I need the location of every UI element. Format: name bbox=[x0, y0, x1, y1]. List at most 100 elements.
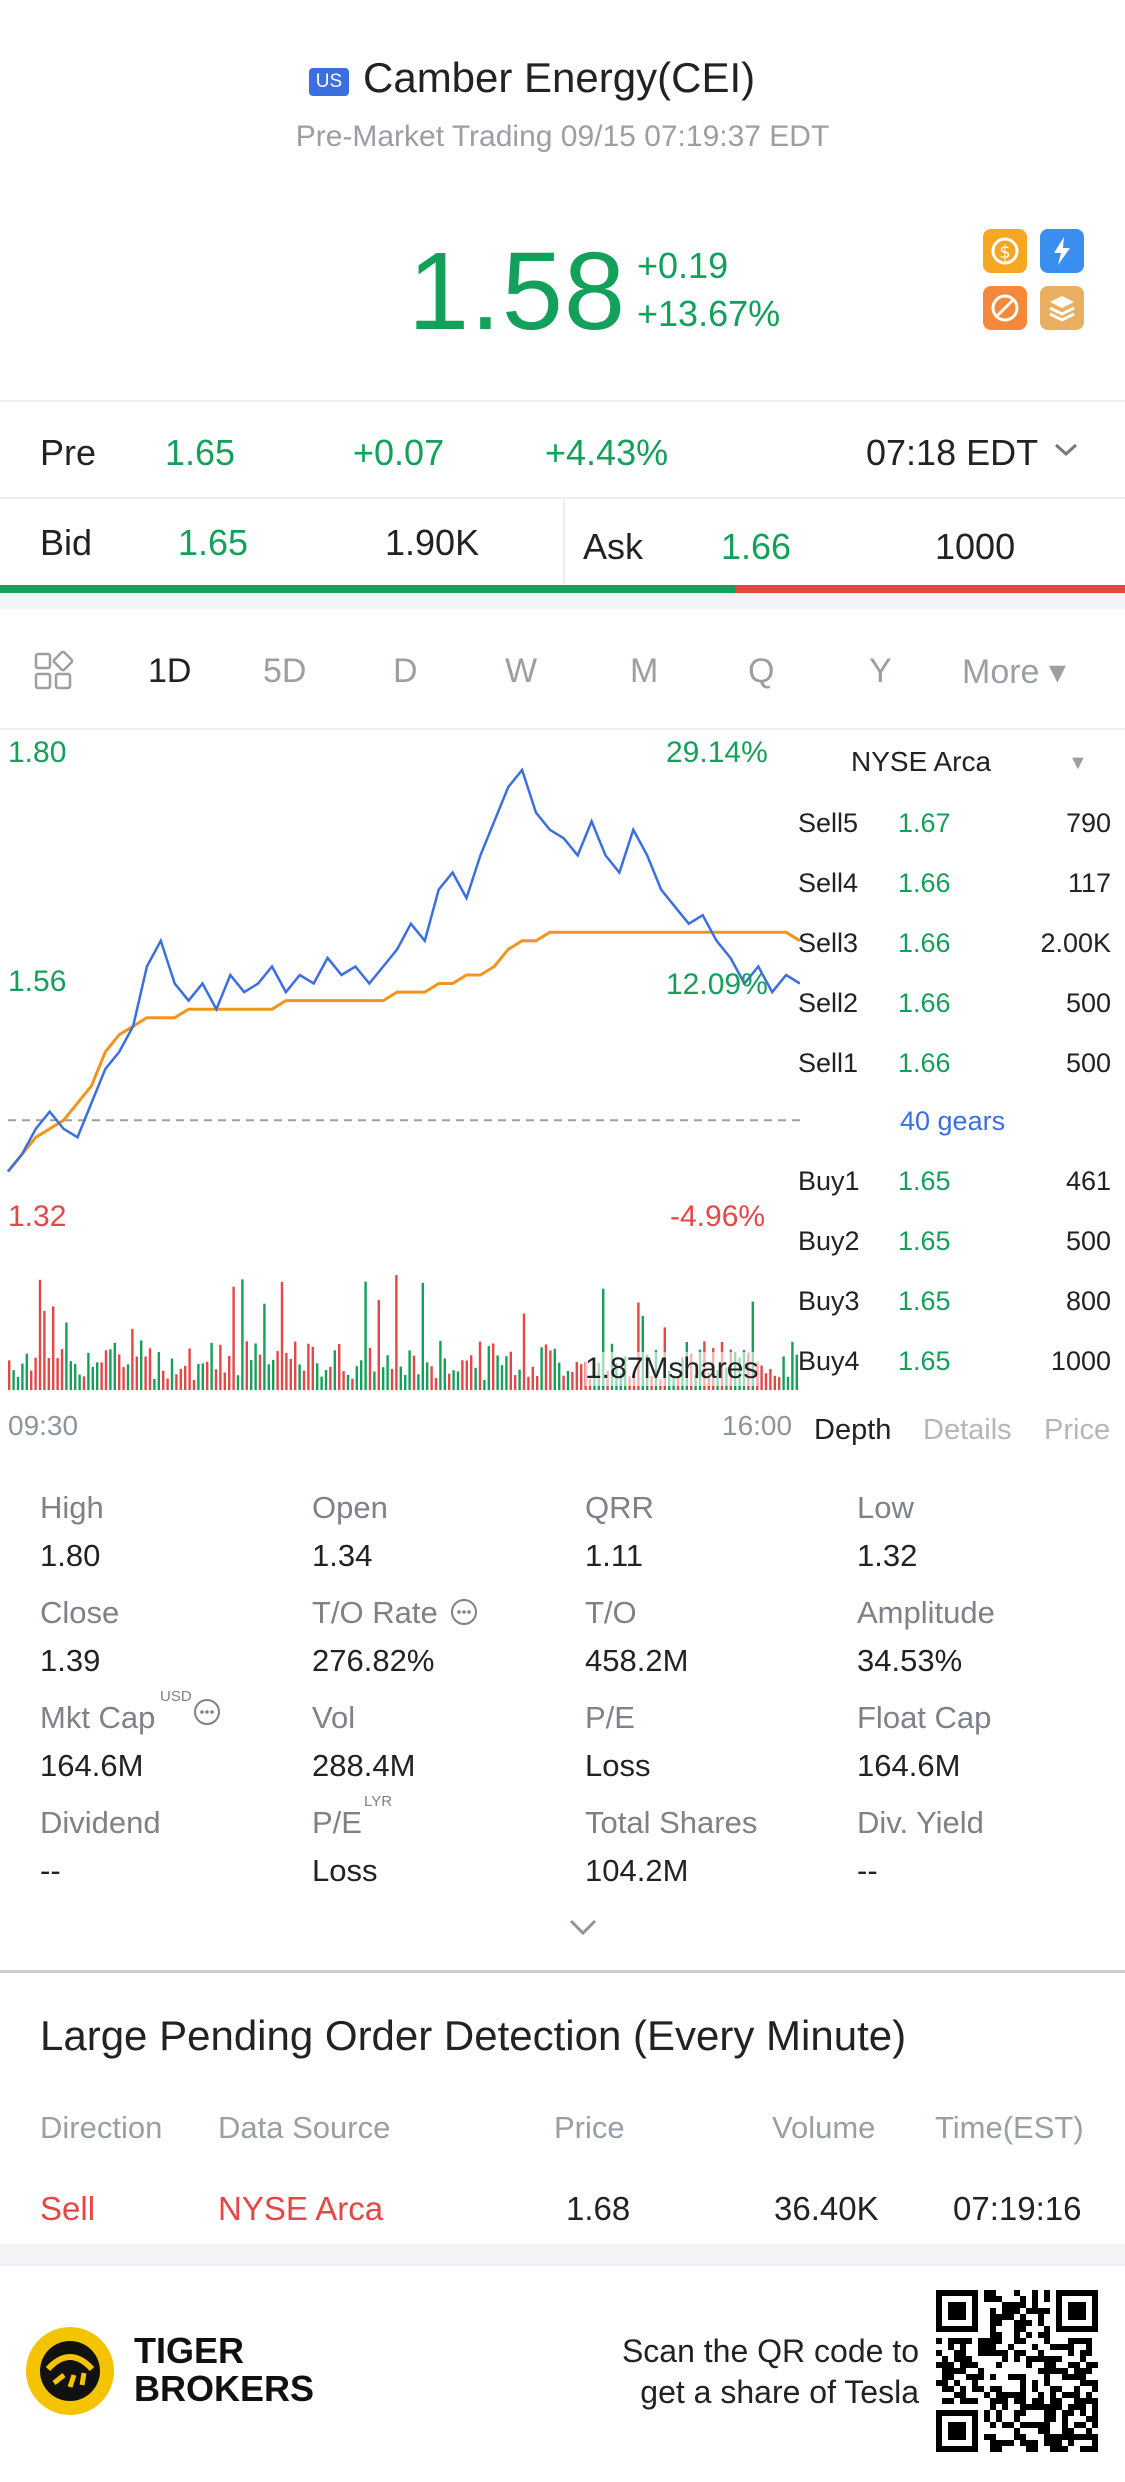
column-header: Volume bbox=[772, 2110, 876, 2145]
tab-q[interactable]: Q bbox=[748, 652, 775, 690]
section-separator bbox=[0, 593, 1125, 609]
volume-bar bbox=[34, 1357, 37, 1390]
qr-code[interactable] bbox=[936, 2290, 1098, 2457]
volume-bar bbox=[104, 1350, 108, 1390]
exchange-selector[interactable]: NYSE Arca bbox=[851, 746, 992, 777]
lightning-icon[interactable] bbox=[1040, 229, 1084, 273]
section-title: Large Pending Order Detection (Every Min… bbox=[40, 2012, 907, 2059]
premarket-label: Pre bbox=[40, 432, 97, 473]
volume-bar bbox=[113, 1342, 116, 1390]
volume-bar bbox=[302, 1370, 306, 1390]
volume-bar bbox=[258, 1354, 262, 1390]
volume-bar bbox=[184, 1365, 187, 1390]
sell-level-price: 1.66 bbox=[898, 928, 951, 958]
column-header: Data Source bbox=[218, 2110, 391, 2145]
caret-down-icon[interactable]: ▼ bbox=[1068, 752, 1088, 774]
buy-level-name: Buy2 bbox=[798, 1226, 860, 1256]
volume-bar bbox=[267, 1364, 270, 1390]
volume-bar bbox=[131, 1328, 134, 1390]
volume-bar bbox=[87, 1352, 90, 1390]
sell-level-volume: 2.00K bbox=[1040, 928, 1111, 958]
tab-m[interactable]: M bbox=[630, 652, 659, 690]
volume-bar bbox=[175, 1374, 178, 1390]
sell-level-price: 1.66 bbox=[898, 1048, 951, 1078]
tiger-logo-icon bbox=[24, 2325, 116, 2422]
column-header: Time(EST) bbox=[935, 2110, 1084, 2145]
volume-bar bbox=[382, 1367, 385, 1390]
volume-bar bbox=[294, 1341, 297, 1390]
volume-bar bbox=[465, 1360, 468, 1390]
volume-bar bbox=[408, 1350, 411, 1390]
market-badge: US bbox=[309, 68, 349, 96]
volume-bar bbox=[377, 1299, 380, 1390]
volume-bar bbox=[69, 1361, 72, 1390]
layers-icon[interactable] bbox=[1040, 286, 1084, 330]
volume-bar bbox=[100, 1362, 103, 1390]
volume-bar bbox=[505, 1356, 508, 1390]
volume-bar bbox=[91, 1367, 94, 1390]
ask-size: 1000 bbox=[935, 526, 1016, 567]
stat-label: Low bbox=[857, 1490, 914, 1525]
volume-bar bbox=[333, 1350, 336, 1390]
buy-level-name: Buy4 bbox=[798, 1346, 860, 1376]
volume-bar bbox=[25, 1353, 28, 1390]
volume-bar bbox=[236, 1375, 240, 1390]
bid-size: 1.90K bbox=[385, 522, 480, 563]
tab-details[interactable]: Details bbox=[923, 1414, 1012, 1446]
stat-label: QRR bbox=[585, 1490, 654, 1525]
volume-bar bbox=[74, 1363, 77, 1390]
volume-bar bbox=[210, 1342, 213, 1390]
price-change: +0.19 bbox=[637, 245, 729, 286]
buy-level-price: 1.65 bbox=[898, 1286, 951, 1316]
stat-value: 1.39 bbox=[40, 1643, 101, 1678]
stat-label: Total Shares bbox=[585, 1805, 758, 1840]
chevron-down-icon[interactable] bbox=[1050, 434, 1082, 471]
sell-level-name: Sell3 bbox=[798, 928, 859, 958]
buy-level-volume: 461 bbox=[1065, 1166, 1111, 1196]
volume-bar bbox=[329, 1366, 332, 1390]
volume-bar bbox=[518, 1369, 521, 1390]
expand-chevron-icon[interactable] bbox=[567, 1915, 599, 1944]
volume-bar bbox=[188, 1348, 191, 1390]
promo-text: Scan the QR code to bbox=[621, 2333, 919, 2369]
more-info-icon[interactable] bbox=[449, 1597, 479, 1632]
pct-axis-high: 29.14% bbox=[666, 736, 768, 769]
chart-layout-icon[interactable] bbox=[33, 650, 75, 698]
tab-price[interactable]: Price bbox=[1044, 1414, 1111, 1446]
tab-more[interactable]: More ▾ bbox=[962, 653, 1066, 691]
dollar-icon[interactable]: $ bbox=[983, 229, 1027, 273]
volume-bar bbox=[280, 1281, 284, 1390]
no-short-icon[interactable] bbox=[983, 286, 1027, 330]
promo-text: get a share of Tesla bbox=[640, 2374, 919, 2410]
volume-bar bbox=[30, 1370, 33, 1390]
tab-depth[interactable]: Depth bbox=[814, 1414, 892, 1446]
tab-y[interactable]: Y bbox=[869, 652, 892, 690]
volume-bar bbox=[96, 1362, 99, 1390]
volume-bar bbox=[166, 1378, 169, 1390]
stat-value: 276.82% bbox=[312, 1643, 435, 1678]
volume-bar bbox=[549, 1350, 552, 1390]
stat-label: Mkt Cap bbox=[40, 1700, 156, 1735]
volume-bar bbox=[373, 1371, 376, 1390]
tab-w[interactable]: W bbox=[505, 652, 538, 690]
volume-bar bbox=[355, 1366, 358, 1390]
bid-label: Bid bbox=[40, 522, 93, 563]
tab-1d[interactable]: 1D bbox=[148, 652, 192, 690]
volume-bar bbox=[219, 1344, 222, 1390]
buy-level-volume: 800 bbox=[1065, 1286, 1111, 1316]
more-info-icon[interactable] bbox=[192, 1697, 222, 1732]
intraday-chart[interactable] bbox=[0, 728, 800, 1408]
volume-bar bbox=[421, 1282, 424, 1390]
volume-bar bbox=[456, 1371, 460, 1390]
premarket-change: +0.07 bbox=[353, 432, 445, 473]
volume-bar bbox=[47, 1358, 50, 1390]
stat-value: 458.2M bbox=[585, 1643, 689, 1678]
volume-bar bbox=[386, 1355, 389, 1390]
gears-link[interactable]: 40 gears bbox=[900, 1106, 1006, 1136]
tab-5d[interactable]: 5D bbox=[263, 652, 307, 690]
volume-bar bbox=[795, 1354, 798, 1390]
volume-bar bbox=[307, 1343, 310, 1390]
tab-d[interactable]: D bbox=[393, 652, 418, 690]
buy-level-name: Buy1 bbox=[798, 1166, 860, 1196]
volume-bar bbox=[109, 1349, 112, 1390]
